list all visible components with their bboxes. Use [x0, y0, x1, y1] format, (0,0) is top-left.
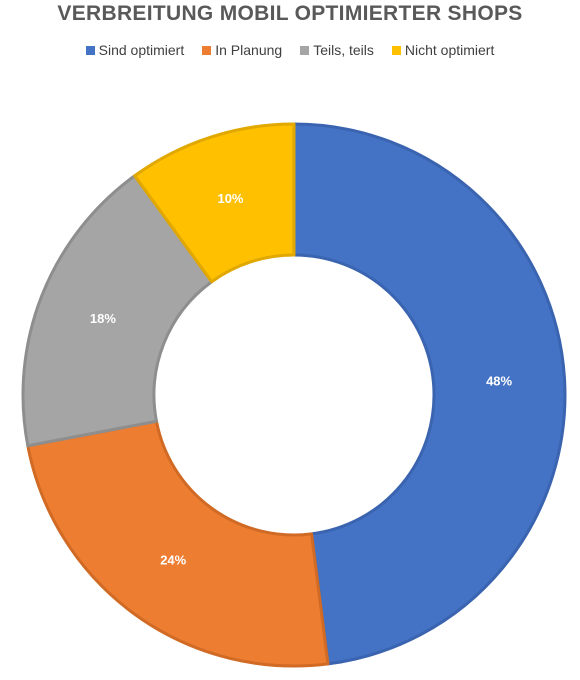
legend-label: Teils, teils: [313, 42, 374, 58]
legend-label: Sind optimiert: [98, 42, 185, 58]
legend-item-nicht-optimiert: Nicht optimiert: [391, 42, 495, 58]
data-label-nicht-optimiert: 10%: [217, 191, 243, 206]
legend-swatch: [300, 45, 310, 55]
legend-swatch: [85, 45, 95, 55]
legend-swatch: [202, 45, 212, 55]
donut-slice-nicht-optimiert: [133, 122, 296, 284]
chart-title: VERBREITUNG MOBIL OPTIMIERTER SHOPS: [57, 2, 523, 25]
legend-item-sind-optimiert: Sind optimiert: [85, 42, 185, 58]
legend-swatch: [391, 45, 401, 55]
data-label-sind-optimiert: 48%: [486, 374, 512, 389]
legend-item-teils-teils: Teils, teils: [300, 42, 374, 58]
legend-label: Nicht optimiert: [404, 42, 495, 58]
donut-slice-in-planung: [26, 419, 330, 668]
legend-item-in-planung: In Planung: [202, 42, 282, 58]
data-label-in-planung: 24%: [160, 553, 186, 568]
donut-slice-teils-teils: [21, 174, 214, 448]
data-label-teils-teils: 18%: [90, 311, 116, 326]
donut-slice-sind-optimiert: [292, 122, 567, 666]
chart-legend: Sind optimiert In Planung Teils, teils N…: [0, 42, 580, 58]
legend-label: In Planung: [215, 42, 283, 58]
